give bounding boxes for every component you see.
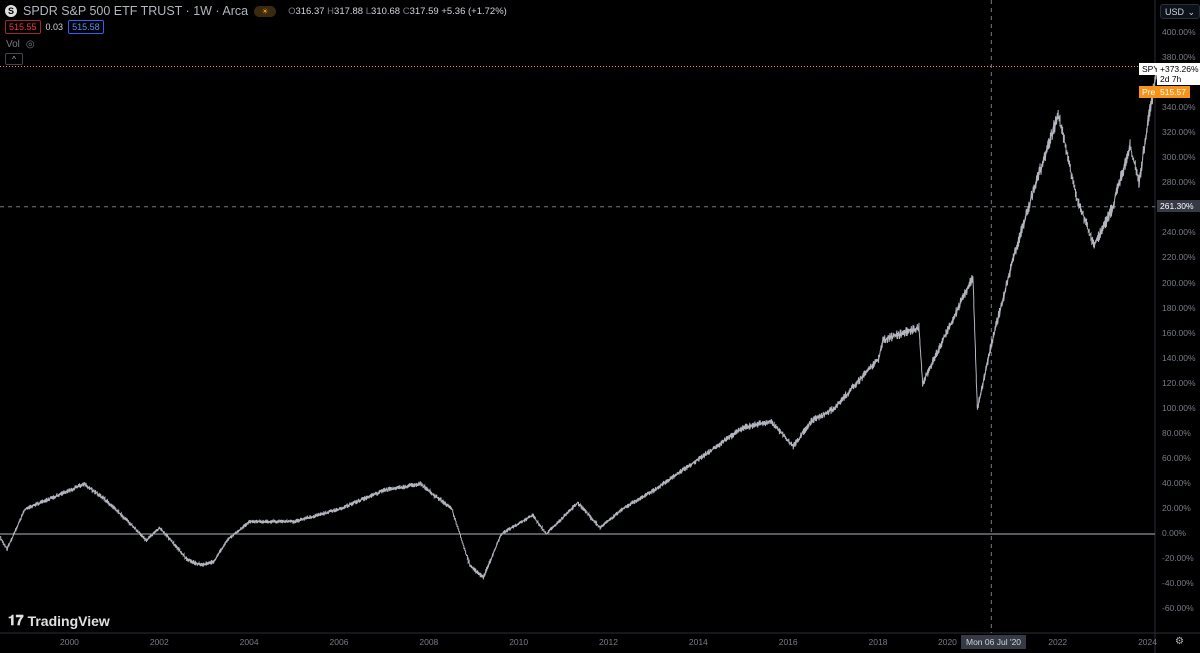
y-tick-label: -40.00% (1162, 578, 1194, 589)
y-tick-label: 120.00% (1162, 377, 1196, 388)
volume-legend: Vol ◎ (6, 39, 35, 50)
y-tick-label: 280.00% (1162, 177, 1196, 188)
y-tick-label: 20.00% (1162, 502, 1191, 513)
symbol-tag: SPY (1139, 63, 1163, 75)
symbol-title[interactable]: SPDR S&P 500 ETF TRUST · 1W · Arca (23, 4, 249, 18)
tradingview-logo[interactable]: 𝟏𝟕 TradingView (8, 612, 110, 629)
last-value-tag: +373.26% 2d 7h (1157, 63, 1200, 85)
x-tick-label: 2004 (239, 637, 259, 647)
change-value: +5.36 (+1.72%) (441, 5, 507, 17)
tradingview-logo-icon: 𝟏𝟕 (8, 612, 24, 628)
currency-select[interactable]: USD ⌄ (1160, 4, 1200, 19)
y-tick-label: 160.00% (1162, 327, 1196, 338)
y-tick-label: 200.00% (1162, 277, 1196, 288)
y-tick-label: 300.00% (1162, 152, 1196, 163)
low-label: L (365, 5, 372, 17)
x-tick-label: 2012 (599, 637, 618, 647)
eye-hidden-icon[interactable]: ◎ (25, 39, 35, 50)
x-tick-label: 2014 (688, 637, 708, 647)
high-value: 317.88 (334, 5, 364, 17)
y-tick-label: 180.00% (1162, 302, 1196, 313)
y-tick-label: 400.00% (1162, 27, 1196, 37)
x-tick-label: 2022 (1048, 637, 1068, 647)
x-tick-label: 2008 (419, 637, 439, 647)
y-tick-label: 100.00% (1162, 402, 1196, 413)
bid-ask-row: 515.55 0.03 515.58 (5, 20, 104, 34)
y-tick-label: 340.00% (1162, 102, 1196, 113)
x-tick-label: 2018 (868, 637, 888, 647)
market-status-icon: ☀ (254, 5, 277, 17)
open-label: O (288, 5, 296, 17)
y-tick-label: 60.00% (1162, 452, 1191, 463)
settings-gear-icon[interactable]: ⚙ (1175, 636, 1184, 647)
close-value: 317.59 (409, 5, 439, 17)
symbol-legend: S SPDR S&P 500 ETF TRUST · 1W · Arca ☀ O… (5, 4, 507, 18)
price-series-line (0, 69, 1158, 580)
low-value: 310.68 (371, 5, 401, 17)
x-tick-label: 2010 (509, 637, 529, 647)
last-percent: +373.26% (1160, 64, 1199, 74)
premarket-label: Pre (1139, 86, 1159, 98)
x-tick-label: 2016 (778, 637, 798, 647)
buy-button[interactable]: 515.58 (68, 20, 104, 34)
y-tick-label: -20.00% (1162, 553, 1194, 564)
y-tick-label: 220.00% (1162, 252, 1196, 263)
chevron-down-icon: ⌄ (1187, 7, 1195, 17)
x-tick-label: 2006 (329, 637, 349, 647)
close-label: C (402, 5, 410, 17)
symbol-logo-icon: S (5, 5, 17, 17)
volume-label[interactable]: Vol (6, 39, 20, 50)
y-tick-label: 320.00% (1162, 127, 1196, 138)
x-tick-label: 2000 (60, 637, 79, 647)
premarket-price-tag: 515.57 (1157, 86, 1190, 98)
y-tick-label: 80.00% (1162, 427, 1191, 438)
x-tick-label: 2002 (149, 637, 169, 647)
currency-label: USD (1165, 7, 1185, 17)
y-tick-label: 0.00% (1162, 528, 1187, 538)
y-tick-label: 240.00% (1162, 227, 1196, 238)
collapse-legend-button[interactable]: ^ (5, 53, 23, 65)
high-label: H (327, 5, 335, 17)
crosshair-time-tag: Mon 06 Jul '20 (961, 635, 1027, 649)
y-tick-label: -60.00% (1162, 603, 1194, 614)
y-tick-label: 380.00% (1162, 52, 1196, 63)
y-tick-label: 140.00% (1162, 352, 1196, 363)
tradingview-brand-text: TradingView (27, 612, 110, 629)
crosshair-price-tag: 261.30% (1157, 200, 1200, 212)
bar-countdown: 2d 7h (1160, 74, 1182, 84)
open-value: 316.37 (295, 5, 325, 17)
ohlc-values: O316.37 H317.88 L310.68 C317.59 +5.36 (+… (288, 6, 507, 17)
y-tick-label: 40.00% (1162, 477, 1191, 488)
spread-value: 0.03 (45, 22, 64, 32)
sell-button[interactable]: 515.55 (5, 20, 41, 34)
x-tick-label: 2020 (938, 637, 957, 647)
x-tick-label: 2024 (1138, 637, 1157, 647)
